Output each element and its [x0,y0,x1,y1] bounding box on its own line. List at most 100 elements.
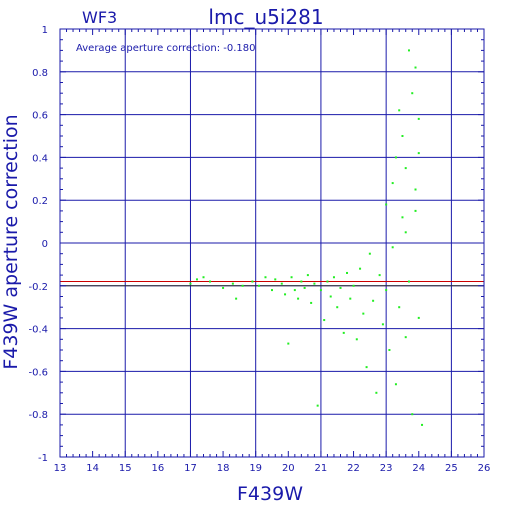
x-tick-label: 16 [151,463,164,474]
x-tick-label: 26 [478,463,491,474]
data-point [355,338,358,341]
x-tick-label: 18 [217,463,230,474]
data-point [381,323,384,326]
data-point [365,366,368,369]
data-point [414,188,417,191]
annotation-average: Average aperture correction: -0.180 [76,43,256,54]
data-point [421,423,424,426]
data-point [417,117,420,120]
data-point [293,289,296,292]
data-point [235,297,238,300]
data-point [404,167,407,170]
data-point [352,284,355,287]
data-point [407,280,410,283]
y-tick-label: 0.4 [32,153,48,164]
data-point [346,271,349,274]
data-point [189,282,192,285]
data-point [231,282,234,285]
y-tick-label: 1 [42,25,48,36]
x-axis-label: F439W [237,483,303,505]
data-point [411,92,414,95]
data-point [326,280,329,283]
data-point [271,289,273,292]
data-point [303,286,306,289]
y-tick-label: 0.2 [32,196,48,207]
x-tick-label: 13 [54,463,67,474]
data-point [251,280,254,283]
y-tick-label: -0.8 [28,410,48,421]
chip-label: WF3 [82,8,117,27]
data-point [319,289,322,292]
data-point [287,342,290,345]
y-tick-label: 0.6 [32,111,48,122]
reference-lines [60,281,484,287]
x-tick-label: 24 [412,463,425,474]
data-point [378,274,381,277]
data-point [316,404,319,407]
data-point [297,297,300,300]
data-point [394,383,397,386]
x-tick-label: 15 [119,463,132,474]
data-point [385,203,388,206]
data-point [391,182,394,185]
data-point [274,278,277,281]
data-point [332,276,335,279]
data-point [290,276,293,279]
tick-labels: 13 14 15 16 17 18 19 20 21 22 23 24 25 26 -1 -0.8 -0.6 -0… [28,25,490,474]
data-point [280,282,283,285]
data-point [329,295,332,298]
data-point [359,267,362,270]
y-tick-label: -1 [38,453,48,464]
data-point [209,280,212,283]
data-point [398,109,401,112]
data-point [202,276,205,279]
x-tick-label: 25 [445,463,458,474]
data-point [349,297,352,300]
data-point [339,286,342,289]
x-tick-label: 21 [315,463,328,474]
data-point [411,413,414,416]
data-point [362,312,365,315]
data-point [336,306,339,309]
chart-title: lmc_u5i281 [208,5,323,29]
data-point [284,293,287,296]
data-point [414,66,417,69]
data-point [306,274,309,277]
data-point [323,319,326,322]
x-tick-label: 23 [380,463,393,474]
data-point [195,278,198,281]
data-point [342,331,345,334]
data-point [404,231,407,234]
y-tick-label: -0.4 [28,325,48,336]
data-point [417,316,420,319]
x-tick-label: 20 [282,463,295,474]
data-point [401,135,404,137]
x-tick-label: 19 [249,463,262,474]
data-point [241,284,244,287]
data-point [407,49,410,52]
y-tick-label: -0.2 [28,282,48,293]
data-point [313,282,316,285]
data-point [391,246,394,249]
y-tick-label: 0 [42,239,48,250]
data-point [368,252,371,255]
y-tick-label: -0.6 [28,367,48,378]
x-tick-label: 17 [184,463,197,474]
data-points [189,49,424,426]
y-axis-label: F439W aperture correction [0,114,22,369]
data-point [257,284,260,287]
y-tick-label: 0.8 [32,68,48,79]
data-point [372,299,375,302]
data-point [414,209,417,212]
data-point [385,289,388,292]
data-point [394,156,397,159]
data-point [375,391,378,394]
data-point [398,306,401,309]
x-tick-label: 14 [86,463,99,474]
data-point [310,301,313,304]
x-tick-label: 22 [347,463,360,474]
data-point [388,349,391,351]
data-point [222,286,225,289]
